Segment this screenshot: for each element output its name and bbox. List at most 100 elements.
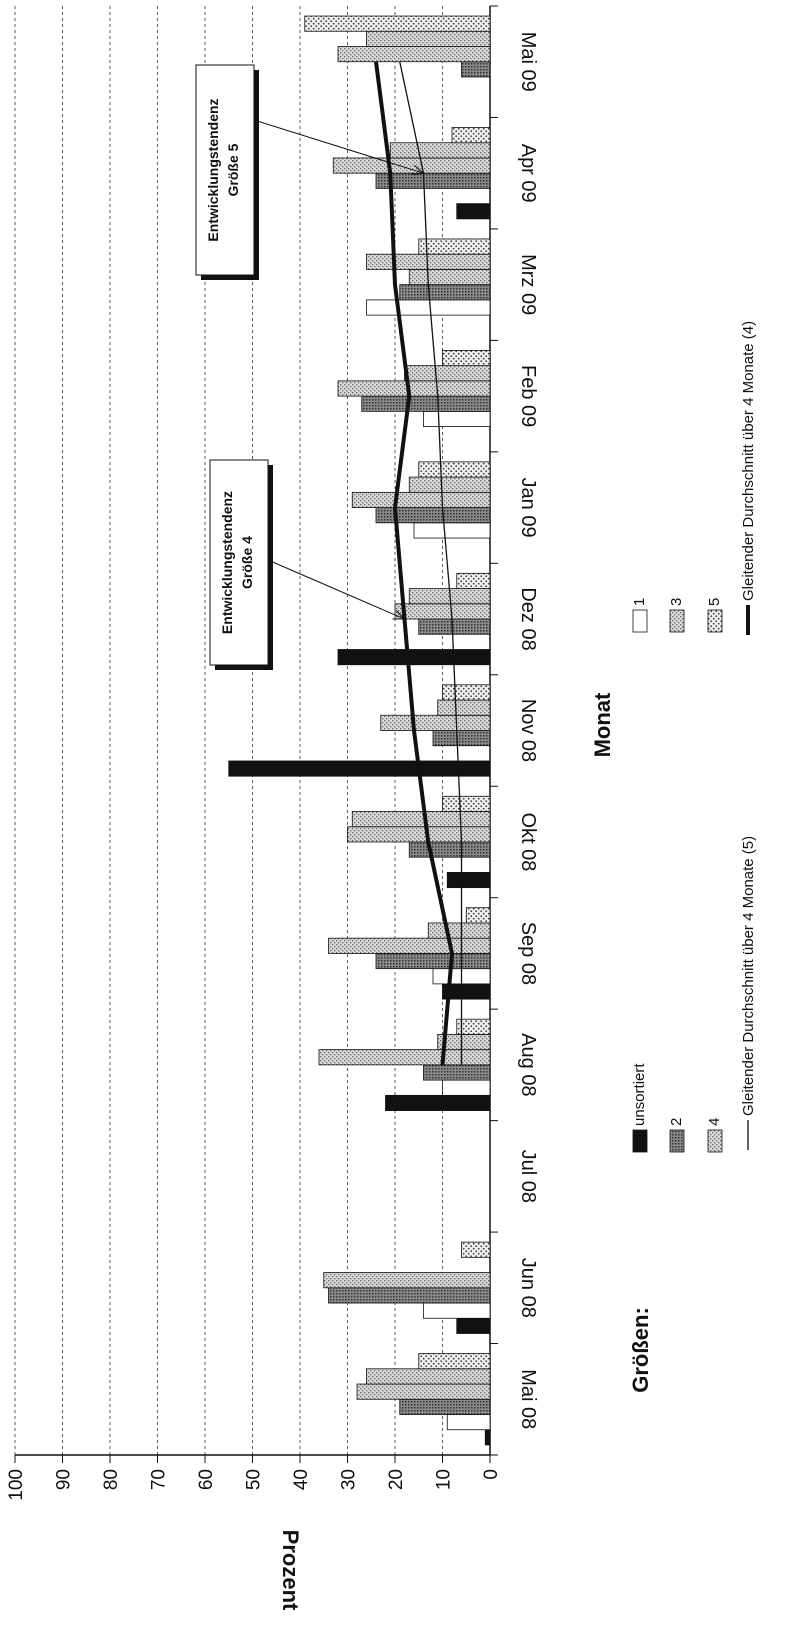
category-label: Jan 09 xyxy=(517,478,539,538)
annotation-box xyxy=(209,459,269,666)
bar-3 xyxy=(347,826,491,843)
bar-5 xyxy=(418,1353,491,1370)
category-label: Sep 08 xyxy=(517,922,539,985)
legend-swatch xyxy=(707,609,723,633)
y-axis-title: Prozent xyxy=(278,1530,303,1611)
bar-4 xyxy=(351,811,491,828)
category-label: Okt 08 xyxy=(517,813,539,872)
series-line xyxy=(399,61,463,1065)
bar-1 xyxy=(413,522,491,539)
bar-2 xyxy=(432,730,491,747)
bar-5 xyxy=(304,15,491,32)
value-tick-label: 20 xyxy=(386,1469,407,1490)
bar-unsortiert xyxy=(456,1317,491,1334)
value-tick-label: 60 xyxy=(196,1469,217,1490)
bar-2 xyxy=(418,618,491,635)
value-tick-label: 30 xyxy=(339,1469,360,1490)
bar-5 xyxy=(418,238,491,255)
annotation-arrow xyxy=(267,559,405,620)
annotation-line1: Entwicklungstendenz xyxy=(219,491,235,634)
bar-2 xyxy=(375,953,491,970)
annotation-line2: Größe 5 xyxy=(225,143,241,196)
bar-unsortiert xyxy=(228,760,491,777)
legend-label: 3 xyxy=(668,598,685,606)
category-label: Apr 09 xyxy=(517,144,539,203)
category-label: Mrz 09 xyxy=(517,254,539,315)
bar-1 xyxy=(446,1414,491,1431)
legend-swatch xyxy=(632,1129,648,1153)
bar-1 xyxy=(423,1302,491,1319)
category-label: Jun 08 xyxy=(517,1258,539,1318)
bar-5 xyxy=(442,795,491,812)
bar-3 xyxy=(328,937,491,954)
bar-3 xyxy=(323,1272,491,1289)
bar-unsortiert xyxy=(385,1094,491,1111)
bar-1 xyxy=(442,1079,491,1096)
bar-unsortiert xyxy=(484,1429,491,1446)
bar-4 xyxy=(366,253,491,270)
bar-1 xyxy=(366,299,491,316)
legend-label: unsortiert xyxy=(631,1063,648,1126)
bar-2 xyxy=(408,841,491,858)
annotation-box xyxy=(195,64,255,276)
bar-2 xyxy=(399,1398,491,1415)
bar-5 xyxy=(418,461,491,478)
bar-unsortiert xyxy=(456,203,491,220)
bar-2 xyxy=(375,507,491,524)
annotation-line2: Größe 4 xyxy=(239,536,255,589)
bar-2 xyxy=(375,172,491,189)
value-tick-label: 90 xyxy=(54,1469,75,1490)
bar-3 xyxy=(337,380,491,397)
bar-3 xyxy=(337,46,491,63)
annotation-line1: Entwicklungstendenz xyxy=(205,98,221,241)
bar-2 xyxy=(399,284,491,301)
category-label: Jul 08 xyxy=(517,1150,539,1203)
legend-label: 2 xyxy=(668,1118,685,1126)
bar-unsortiert xyxy=(446,872,491,889)
category-label: Aug 08 xyxy=(517,1033,539,1096)
legend-label: Gleitender Durchschnitt über 4 Monate (4… xyxy=(740,321,757,601)
bar-unsortiert xyxy=(337,649,491,666)
legend-label: 1 xyxy=(631,598,648,606)
category-label: Feb 09 xyxy=(517,365,539,427)
bar-4 xyxy=(366,30,491,47)
legend-label: Gleitender Durchschnitt über 4 Monate (5… xyxy=(740,836,757,1116)
bar-4 xyxy=(404,365,491,382)
category-label: Mai 09 xyxy=(517,32,539,92)
bar-4 xyxy=(389,142,491,159)
series-line xyxy=(374,61,454,1066)
legend-swatch xyxy=(669,1129,685,1153)
bar-2 xyxy=(328,1287,491,1304)
value-tick-label: 80 xyxy=(101,1469,122,1490)
legend-title: Größen: xyxy=(628,1307,653,1393)
x-axis-title: Monat xyxy=(590,692,615,757)
legend-swatch xyxy=(632,609,648,633)
value-tick-label: 100 xyxy=(6,1469,27,1501)
bar-3 xyxy=(318,1049,491,1066)
bar-5 xyxy=(442,350,491,367)
legend-swatch xyxy=(669,609,685,633)
bar-2 xyxy=(423,1064,491,1081)
bar-4 xyxy=(437,699,491,716)
bar-3 xyxy=(394,603,491,620)
annotation-arrowhead xyxy=(392,610,406,620)
bar-5 xyxy=(451,127,491,144)
bar-5 xyxy=(456,1018,491,1035)
category-label: Dez 08 xyxy=(517,587,539,650)
bar-2 xyxy=(461,61,491,78)
bar-3 xyxy=(332,157,491,174)
bar-4 xyxy=(366,1368,491,1385)
legend-label: 5 xyxy=(706,598,723,606)
legend-label: 4 xyxy=(706,1118,723,1126)
bar-4 xyxy=(408,476,491,493)
value-tick-label: 10 xyxy=(434,1469,455,1490)
value-tick-label: 0 xyxy=(481,1469,502,1480)
bar-3 xyxy=(380,714,491,731)
bar-3 xyxy=(351,491,491,508)
bar-2 xyxy=(361,395,491,412)
bar-5 xyxy=(465,907,491,924)
legend-swatch xyxy=(707,1129,723,1153)
bar-4 xyxy=(427,922,491,939)
category-label: Mai 08 xyxy=(517,1369,539,1429)
